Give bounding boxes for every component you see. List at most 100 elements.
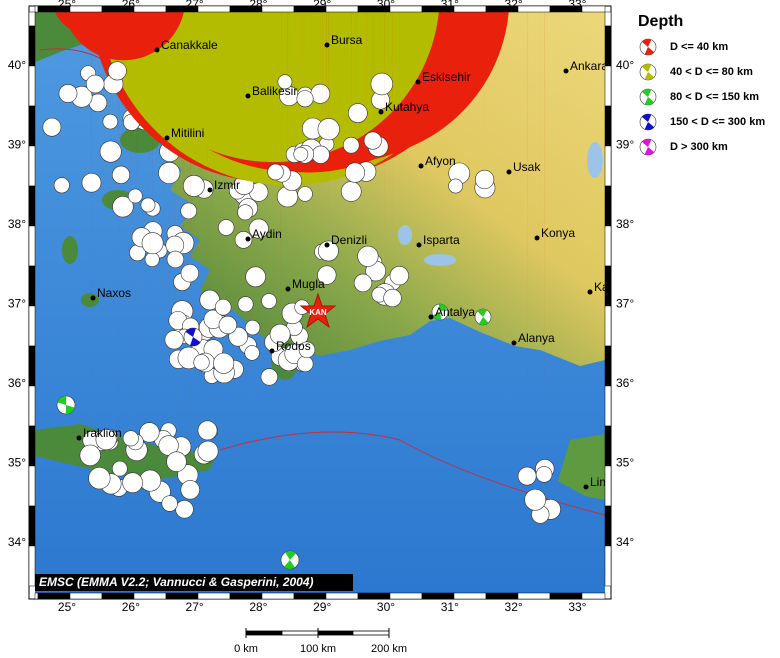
star-label: KAN — [309, 308, 327, 317]
beach-ball — [267, 163, 284, 181]
beach-ball-wedge — [477, 309, 489, 325]
beach-ball-wedge — [641, 89, 655, 105]
beach-ball — [517, 466, 537, 486]
frame-block — [604, 105, 612, 147]
frame-block — [604, 545, 612, 587]
frame-block — [604, 265, 612, 307]
beach-ball-wedge — [366, 12, 367, 172]
beach-ball — [139, 469, 162, 492]
earthquakes — [42, 12, 561, 570]
city-dot — [511, 340, 517, 346]
lat-label: 40° — [8, 58, 26, 72]
beach-ball — [237, 204, 254, 221]
frame-block — [604, 65, 612, 107]
scale-label: 100 km — [300, 643, 336, 653]
credit: EMSC (EMMA V2.2; Vannucci & Gasperini, 2… — [39, 575, 314, 589]
frame-block — [581, 592, 606, 600]
scale-label: 200 km — [371, 643, 407, 653]
legend-label: 150 < D <= 300 km — [670, 116, 765, 128]
frame-block — [133, 592, 167, 600]
frame-block — [197, 592, 231, 600]
lon-label: 26° — [122, 600, 140, 614]
frame-block — [261, 592, 295, 600]
frame-block — [604, 185, 612, 227]
lat-label: 39° — [8, 138, 26, 152]
beach-ball-wedge — [381, 12, 382, 84]
frame-block — [581, 5, 606, 13]
beach-ball-wedge — [287, 12, 288, 197]
beach-ball-wedge — [373, 12, 374, 263]
city-dot — [428, 314, 434, 320]
beach-ball-wedge — [68, 12, 69, 94]
city-dot — [90, 295, 96, 301]
beach-ball-wedge — [328, 12, 329, 251]
frame-block — [28, 11, 36, 27]
city-dot — [207, 187, 213, 193]
beach-ball-wedge — [95, 12, 96, 84]
city-label: Karaman — [594, 280, 643, 294]
beach-ball-wedge — [392, 12, 393, 283]
scale-segment — [352, 630, 390, 636]
beach-ball-wedge — [641, 39, 655, 55]
frame-block — [604, 225, 612, 267]
city-label: Usak — [513, 160, 541, 174]
credit-box — [35, 574, 353, 591]
frame-block — [37, 592, 71, 600]
beach-ball — [261, 293, 277, 309]
beach-ball-wedge — [311, 12, 312, 150]
beach-ball-wedge — [326, 12, 327, 276]
city-label: Denizli — [331, 233, 367, 247]
city-dot — [164, 135, 170, 141]
beach-ball-wedge — [289, 12, 290, 96]
city-label: Ankara — [570, 59, 608, 73]
lon-label: 28° — [249, 0, 267, 11]
beach-ball — [88, 467, 111, 490]
lake — [398, 225, 412, 245]
beach-ball-wedge — [328, 12, 329, 130]
frame-block — [389, 592, 423, 600]
beach-ball-wedge — [305, 12, 306, 99]
lat-label: 38° — [616, 217, 634, 231]
lon-label: 31° — [441, 600, 459, 614]
frame-block — [28, 25, 36, 67]
frame-block — [453, 592, 487, 600]
city-dot — [324, 42, 330, 48]
lat-label: 34° — [616, 535, 634, 549]
frame-block — [28, 385, 36, 427]
land — [558, 434, 605, 500]
beach-ball — [53, 177, 70, 194]
legend-label: D <= 40 km — [670, 41, 728, 53]
scale-segment — [245, 630, 283, 636]
beach-ball-wedge — [384, 12, 385, 295]
frame-block — [28, 185, 36, 227]
beach-ball-wedge — [357, 12, 358, 114]
city-label: Iraklion — [83, 426, 122, 440]
frame-block — [604, 505, 612, 547]
beach-ball — [277, 74, 293, 90]
city-dot — [563, 68, 569, 74]
lat-label: 35° — [616, 456, 634, 470]
frame-block — [293, 592, 327, 600]
frame-block — [517, 592, 551, 600]
beach-ball-wedge — [322, 12, 323, 252]
lat-label: 39° — [616, 138, 634, 152]
frame-block — [517, 5, 551, 13]
city-label: Izmir — [214, 178, 240, 192]
scale-segment — [317, 630, 354, 636]
city-dot — [76, 435, 82, 441]
beach-ball — [234, 231, 253, 249]
frame-block — [485, 592, 519, 600]
frame-block — [28, 145, 36, 187]
beach-ball-wedge — [641, 64, 655, 80]
beach-ball-wedge — [57, 396, 75, 414]
frame-block — [604, 145, 612, 187]
scale-segment — [281, 630, 319, 636]
map-area: Canakkale Bursa Balikesir Eskisehir Kutahya A… — [35, 12, 643, 593]
city-label: Naxos — [97, 286, 131, 300]
beach-ball-wedge — [641, 139, 655, 155]
frame-block — [549, 592, 583, 600]
city-dot — [269, 348, 275, 354]
lon-label: 32° — [505, 0, 523, 11]
lon-label: 25° — [58, 600, 76, 614]
